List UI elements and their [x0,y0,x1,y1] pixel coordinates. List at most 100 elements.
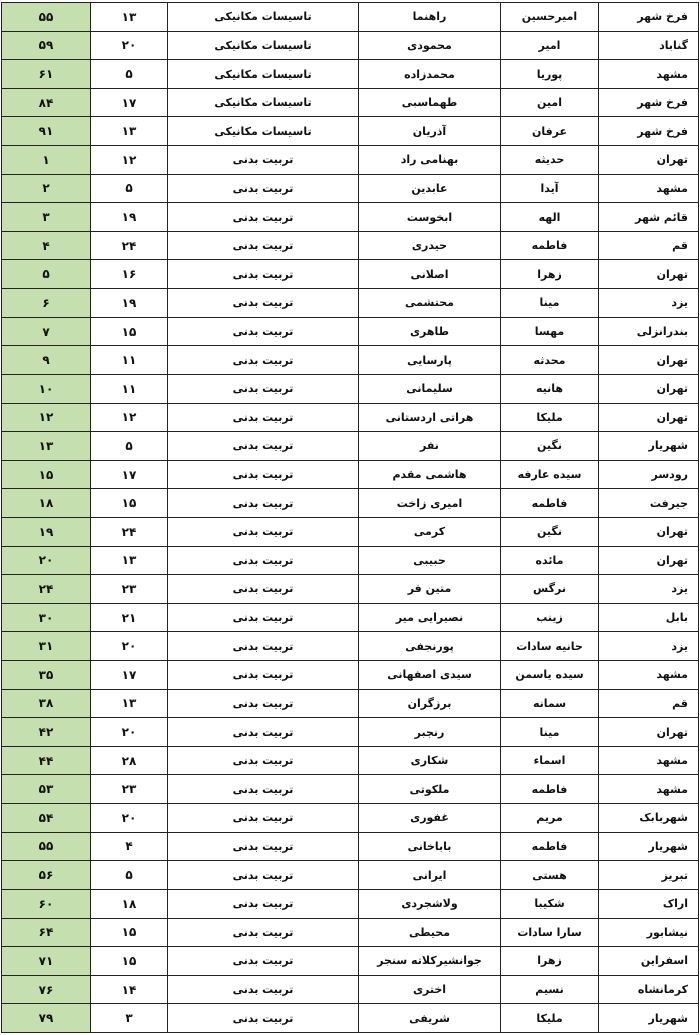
field-cell: تاسیسات مکانیکی [167,116,359,147]
table-row: ۷۱ ۱۵ تربیت بدنی جوانشیرکلاته سنجر زهرا اسفرا… [1,946,699,976]
field-cell: تاسیسات مکانیکی [167,2,359,32]
rank-cell: ۳۸ [1,688,91,719]
first-name-cell: پوریا [500,59,599,89]
table-row: ۷۶ ۱۴ تربیت بدنی اختری نسیم کرمانشاه [1,974,699,1005]
last-name-cell: هاشمی مقدم [358,459,501,490]
number-cell: ۱۳ [90,545,168,576]
field-cell: تربیت بدنی [167,202,359,232]
field-cell: تربیت بدنی [167,860,359,890]
table-row: ۵ ۱۶ تربیت بدنی اصلانی زهرا تهران [1,259,699,290]
number-cell: ۱۳ [90,688,168,719]
city-cell: تهران [598,345,699,375]
rank-cell: ۶ [1,288,91,318]
table-row: ۳ ۱۹ تربیت بدنی ابخوست الهه قائم شهر [1,202,699,232]
last-name-cell: امیری زاخت [358,488,501,518]
last-name-cell: محتشمی [358,288,501,318]
last-name-cell: برزگران [358,688,501,719]
rank-cell: ۴۴ [1,745,91,776]
field-cell: تربیت بدنی [167,230,359,261]
number-cell: ۱۵ [90,917,168,948]
last-name-cell: غفوری [358,803,501,833]
last-name-cell: حیدری [358,230,501,261]
number-cell: ۱۹ [90,202,168,232]
first-name-cell: سیده یاسمن [500,660,599,690]
first-name-cell: سیده عارفه [500,459,599,490]
table-row: ۶ ۱۹ تربیت بدنی محتشمی مینا یزد [1,288,699,318]
rank-cell: ۱۵ [1,459,91,490]
first-name-cell: عرفان [500,116,599,147]
table-row: ۳۱ ۲۰ تربیت بدنی پورنجفی حانیه سادات یزد [1,631,699,662]
field-cell: تربیت بدنی [167,1003,359,1033]
last-name-cell: سیدی اصفهانی [358,660,501,690]
city-cell: اراک [598,888,699,919]
number-cell: ۵ [90,431,168,461]
last-name-cell: جوانشیرکلاته سنجر [358,946,501,976]
field-cell: تربیت بدنی [167,631,359,662]
number-cell: ۱۵ [90,946,168,976]
number-cell: ۱۸ [90,888,168,919]
city-cell: شهریار [598,831,699,862]
field-cell: تربیت بدنی [167,602,359,633]
last-name-cell: ایرانی [358,860,501,890]
field-cell: تربیت بدنی [167,516,359,547]
rank-cell: ۱ [1,145,91,175]
table-row: ۶۴ ۱۵ تربیت بدنی محیطی سارا سادات نیشابور [1,917,699,948]
number-cell: ۱۲ [90,402,168,433]
rank-cell: ۵۵ [1,2,91,32]
table-row: ۱۹ ۲۴ تربیت بدنی کرمی نگین تهران [1,516,699,547]
last-name-cell: راهنما [358,2,501,32]
first-name-cell: زینب [500,602,599,633]
table-row: ۵۵ ۱۳ تاسیسات مکانیکی راهنما امیرحسین فرخ شهر [1,2,699,32]
table-row: ۹۱ ۱۳ تاسیسات مکانیکی آذریان عرفان فرخ شهر [1,116,699,147]
field-cell: تربیت بدنی [167,316,359,347]
last-name-cell: پارسایی [358,345,501,375]
field-cell: تربیت بدنی [167,888,359,919]
first-name-cell: هانیه [500,373,599,404]
field-cell: تربیت بدنی [167,545,359,576]
table-row: ۱۰ ۱۱ تربیت بدنی سلیمانی هانیه تهران [1,373,699,404]
table-row: ۴ ۲۴ تربیت بدنی حیدری فاطمه قم [1,230,699,261]
field-cell: تاسیسات مکانیکی [167,59,359,89]
number-cell: ۴ [90,831,168,862]
city-cell: بندرانزلی [598,316,699,347]
city-cell: مشهد [598,173,699,204]
last-name-cell: سلیمانی [358,373,501,404]
city-cell: شهریار [598,1003,699,1033]
rank-cell: ۱۸ [1,488,91,518]
city-cell: فرخ شهر [598,2,699,32]
number-cell: ۲۸ [90,745,168,776]
number-cell: ۲۱ [90,602,168,633]
table-row: ۶۱ ۵ تاسیسات مکانیکی محمدزاده پوریا مشهد [1,59,699,89]
rank-cell: ۳۱ [1,631,91,662]
field-cell: تربیت بدنی [167,688,359,719]
first-name-cell: زهرا [500,946,599,976]
city-cell: یزد [598,574,699,604]
first-name-cell: محدثه [500,345,599,375]
number-cell: ۱۷ [90,87,168,118]
city-cell: گناباد [598,30,699,61]
field-cell: تربیت بدنی [167,660,359,690]
last-name-cell: نفر [358,431,501,461]
field-cell: تربیت بدنی [167,373,359,404]
number-cell: ۱۳ [90,116,168,147]
last-name-cell: باباخانی [358,831,501,862]
table-row: ۱ ۱۲ تربیت بدنی بهنامی راد حدیثه تهران [1,145,699,175]
table-row: ۲۰ ۱۳ تربیت بدنی حبیبی مائده تهران [1,545,699,576]
rank-cell: ۳۰ [1,602,91,633]
city-cell: قم [598,688,699,719]
last-name-cell: رنجبر [358,717,501,747]
field-cell: تربیت بدنی [167,431,359,461]
rank-cell: ۱۳ [1,431,91,461]
table-row: ۵۶ ۵ تربیت بدنی ایرانی هستی تبریز [1,860,699,890]
first-name-cell: ملیکا [500,1003,599,1033]
number-cell: ۲۳ [90,774,168,805]
rank-cell: ۱۰ [1,373,91,404]
field-cell: تربیت بدنی [167,717,359,747]
first-name-cell: اسماء [500,745,599,776]
first-name-cell: آیدا [500,173,599,204]
first-name-cell: هستی [500,860,599,890]
last-name-cell: بهنامی راد [358,145,501,175]
field-cell: تربیت بدنی [167,145,359,175]
first-name-cell: سمانه [500,688,599,719]
